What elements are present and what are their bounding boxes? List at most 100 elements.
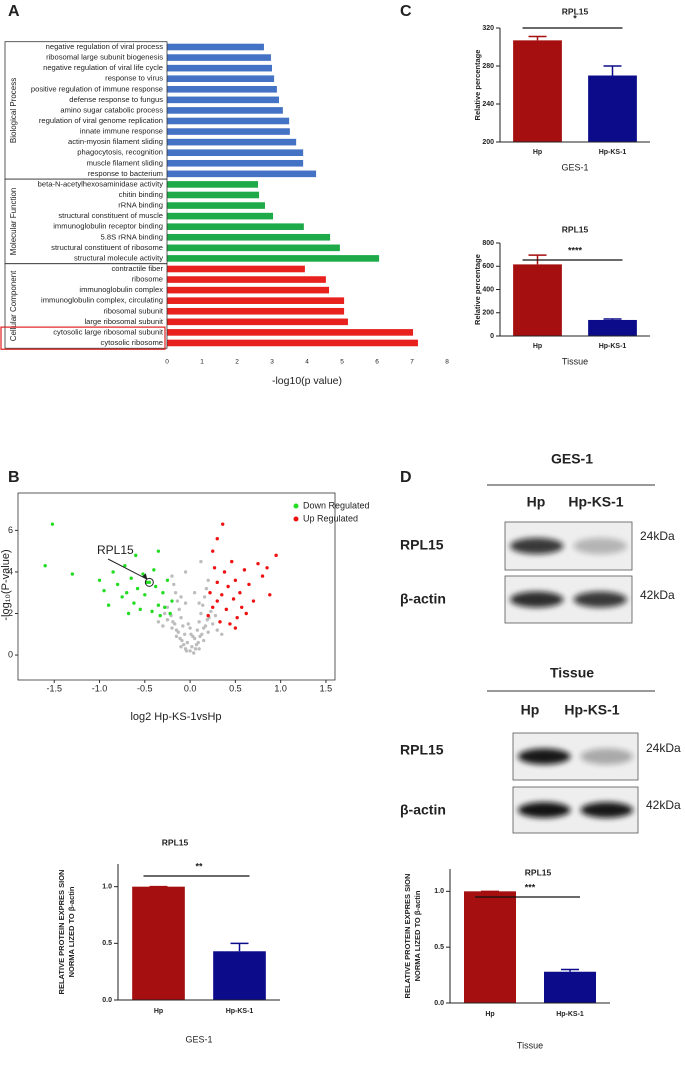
point: [183, 570, 188, 574]
row-label: β-actin: [400, 591, 446, 607]
category-label: rRNA binding: [118, 201, 163, 210]
category-label: cytosolic large ribosomal subunit: [53, 327, 164, 336]
point: [156, 620, 161, 624]
point: [156, 549, 161, 553]
y-tick-label: 2: [8, 608, 13, 618]
point: [196, 640, 200, 645]
point: [238, 591, 242, 595]
y-tick-label: 0.5: [102, 940, 112, 947]
bar: [167, 233, 331, 241]
y-tick-label: 200: [482, 139, 494, 146]
x-tick-label: 8: [445, 359, 449, 366]
legend-label: Up Regulated: [303, 513, 358, 523]
point: [200, 632, 204, 636]
point: [235, 615, 239, 620]
axes: [117, 864, 280, 1001]
point: [190, 645, 194, 649]
point: [201, 638, 206, 643]
bar: [167, 297, 345, 304]
point: [220, 522, 225, 526]
bar: [213, 951, 266, 1000]
blot-band: [518, 748, 571, 765]
x-axis-label: GES-1: [185, 1034, 212, 1044]
category-label: immunoglobulin complex: [79, 285, 163, 294]
x-tick-label: 0.0: [184, 683, 197, 693]
bar: [167, 159, 304, 167]
blot-band: [510, 591, 564, 608]
point: [126, 611, 131, 616]
point: [152, 568, 156, 572]
lane-label: Hp-KS-1: [564, 702, 619, 718]
x-tick-label: 7: [410, 359, 414, 366]
y-tick-label: 0.5: [434, 944, 444, 951]
bar: [167, 117, 290, 125]
blot-band: [573, 591, 627, 608]
point: [143, 593, 147, 597]
bar: [167, 223, 304, 230]
point: [206, 613, 210, 618]
point: [242, 568, 247, 572]
y-axis-label: RELATIVE PROTEIN EXPRES SION: [403, 874, 412, 999]
chart-title: RPL15: [162, 837, 189, 847]
point: [231, 597, 236, 601]
significance: ****: [568, 245, 583, 255]
category-label: structural constituent of muscle: [58, 211, 163, 220]
x-tick-label: 0: [165, 359, 169, 366]
category-label: response to bacterium: [88, 169, 163, 178]
point: [209, 609, 213, 614]
x-axis-label: Tissue: [517, 1040, 543, 1050]
y-tick-label: 0.0: [434, 1000, 444, 1007]
point: [208, 591, 212, 595]
category-label: immunoglobulin receptor binding: [53, 222, 163, 231]
category-label: 5.8S rRNA binding: [101, 232, 163, 241]
category-label: ribosomal large subunit biogenesis: [46, 53, 163, 62]
point: [212, 566, 217, 570]
point: [170, 626, 174, 630]
point: [178, 636, 182, 641]
chart-title: RPL15: [562, 6, 589, 16]
bar: [167, 96, 279, 104]
point: [141, 572, 145, 576]
category-label: structural molecule activity: [74, 253, 163, 262]
bar: [167, 43, 264, 51]
x-tick-label: Hp: [154, 1008, 163, 1015]
point: [184, 649, 189, 653]
point: [132, 601, 136, 605]
error-bar: [230, 942, 249, 952]
x-tick-label: -1.0: [92, 683, 108, 693]
y-tick-label: 280: [482, 63, 494, 70]
bar: [167, 265, 305, 273]
y-tick-label: 1.0: [434, 888, 444, 895]
bar: [167, 181, 258, 188]
point: [70, 572, 75, 576]
blot-band: [573, 537, 627, 555]
x-tick-label: Hp: [533, 343, 542, 350]
size-label: 24kDa: [646, 741, 681, 755]
point: [185, 640, 190, 645]
x-tick-label: 6: [375, 359, 379, 366]
group-label: Molecular Function: [9, 188, 18, 256]
bar: [588, 319, 637, 336]
y-tick-label: 240: [482, 101, 494, 108]
y-tick-label: 0.0: [102, 997, 112, 1004]
point: [183, 601, 188, 605]
bar: [167, 75, 275, 83]
row-label: RPL15: [400, 742, 444, 758]
point: [177, 607, 181, 612]
group-label: Cellular Component: [9, 270, 18, 341]
point: [181, 624, 185, 628]
point: [174, 628, 179, 632]
arrow-head: [142, 573, 148, 580]
point: [188, 626, 192, 630]
point: [188, 649, 192, 653]
blot-band: [580, 802, 633, 818]
x-tick-label: 5: [340, 359, 344, 366]
category-label: actin-myosin filament sliding: [68, 137, 163, 146]
point: [150, 609, 154, 614]
point: [124, 591, 129, 595]
y-tick-label: 4: [8, 566, 13, 576]
point: [165, 605, 170, 609]
point: [129, 576, 133, 580]
